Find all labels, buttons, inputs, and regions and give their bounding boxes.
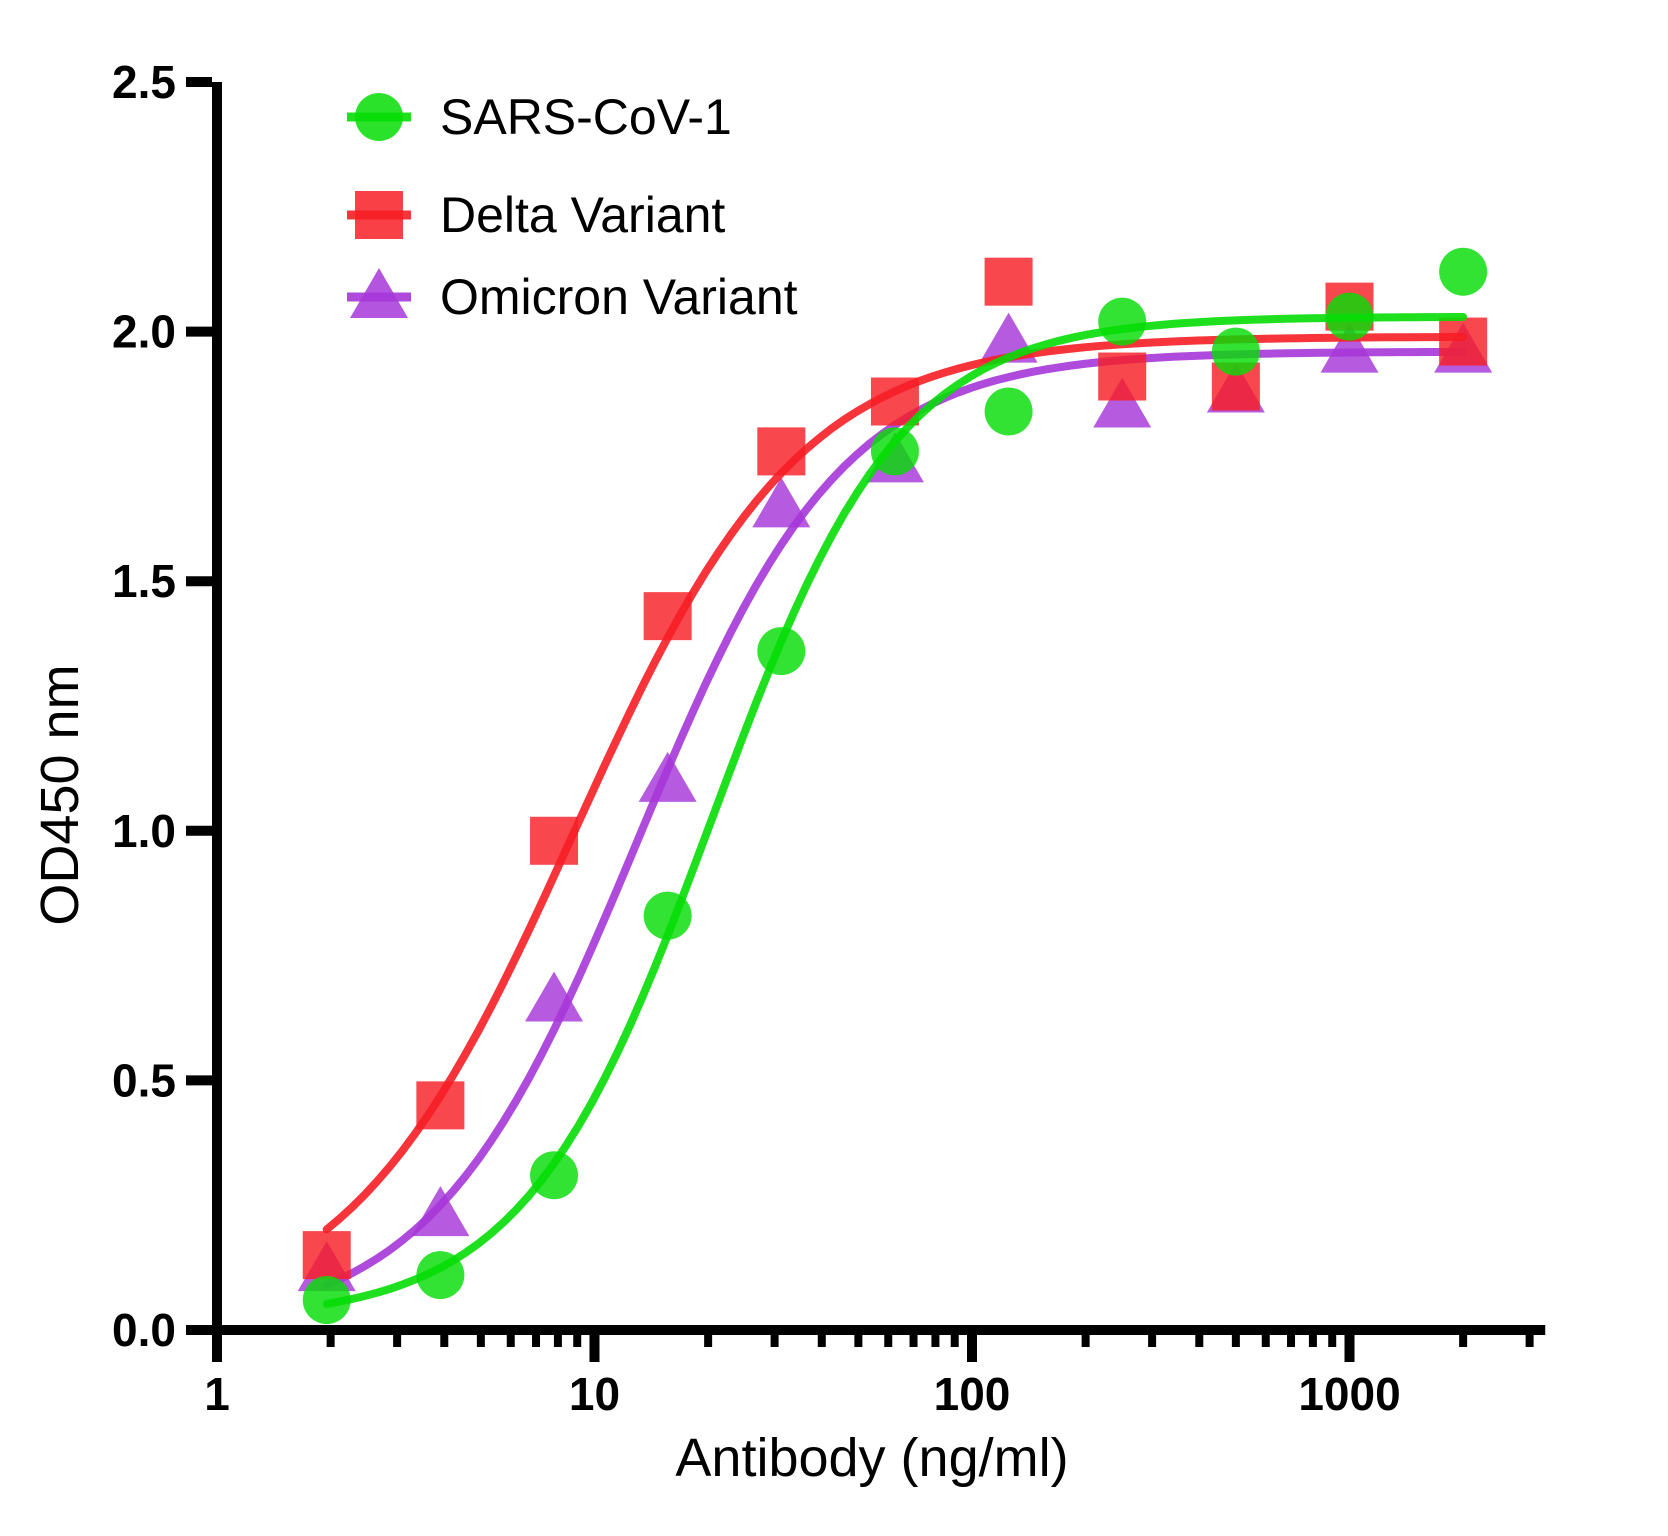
data-point-sars-cov-1 (984, 387, 1033, 436)
circle-marker-icon (355, 93, 403, 141)
data-point-delta-variant (416, 1081, 465, 1130)
data-point-delta-variant (1098, 352, 1147, 401)
y-tick-label-1.0: 1.0 (112, 805, 176, 857)
data-point-sars-cov-1 (757, 627, 806, 676)
data-point-sars-cov-1 (530, 1151, 579, 1200)
y-tick-label-2.5: 2.5 (112, 56, 176, 108)
data-point-sars-cov-1 (416, 1251, 465, 1300)
data-point-sars-cov-1 (1098, 297, 1147, 346)
legend-label-omicron-variant: Omicron Variant (440, 269, 798, 325)
x-tick-label-1000: 1000 (1298, 1368, 1400, 1420)
x-tick-label-100: 100 (934, 1368, 1011, 1420)
y-tick-label-2.0: 2.0 (112, 306, 176, 358)
data-point-delta-variant (643, 592, 692, 641)
data-point-delta-variant (870, 377, 919, 426)
data-point-omicron-variant (752, 477, 811, 528)
square-marker-icon (355, 191, 403, 239)
data-point-delta-variant (984, 257, 1033, 306)
data-point-omicron-variant (1093, 377, 1152, 428)
x-axis-title: Antibody (ng/ml) (675, 1428, 1068, 1488)
data-point-delta-variant (530, 816, 579, 865)
legend-label-sars-cov-1: SARS-CoV-1 (440, 89, 732, 145)
y-tick-label-0.0: 0.0 (112, 1304, 176, 1356)
data-point-delta-variant (1439, 317, 1488, 366)
data-point-delta-variant (302, 1231, 351, 1280)
y-tick-label-1.5: 1.5 (112, 555, 176, 607)
y-axis-title: OD450 nm (30, 664, 90, 925)
fit-curve-omicron-variant (322, 347, 1468, 1289)
data-point-sars-cov-1 (870, 427, 919, 476)
legend-item-delta-variant: Delta Variant (347, 187, 725, 243)
data-point-sars-cov-1 (643, 891, 692, 940)
x-tick-label-10: 10 (569, 1368, 620, 1420)
triangle-marker-icon (350, 268, 408, 318)
data-point-sars-cov-1 (302, 1276, 351, 1325)
legend-item-omicron-variant: Omicron Variant (347, 268, 798, 325)
data-point-sars-cov-1 (1439, 247, 1488, 296)
legend-item-sars-cov-1: SARS-CoV-1 (347, 89, 732, 145)
legend-label-delta-variant: Delta Variant (440, 187, 725, 243)
legend: SARS-CoV-1 Delta Variant Omicron Variant (347, 89, 798, 325)
data-point-delta-variant (757, 427, 806, 476)
x-tick-label-1: 1 (204, 1368, 230, 1420)
data-point-omicron-variant (1320, 322, 1379, 373)
y-tick-label-0.5: 0.5 (112, 1054, 176, 1106)
data-point-sars-cov-1 (1325, 292, 1374, 341)
data-point-omicron-variant (638, 751, 697, 802)
data-point-omicron-variant (411, 1186, 470, 1237)
data-point-omicron-variant (525, 971, 584, 1022)
data-point-sars-cov-1 (1211, 327, 1260, 376)
